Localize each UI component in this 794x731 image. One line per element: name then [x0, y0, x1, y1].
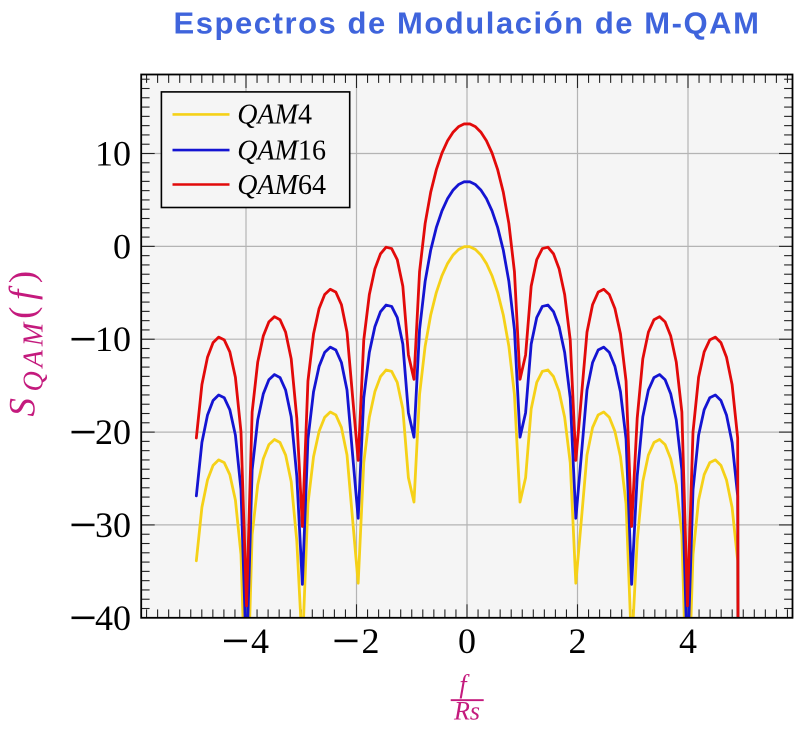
svg-text:f: f: [459, 670, 470, 699]
svg-text:2: 2: [569, 621, 587, 661]
svg-text:0: 0: [458, 621, 476, 661]
svg-text:2: 2: [362, 621, 380, 661]
svg-text:QAM4: QAM4: [237, 100, 312, 131]
svg-text:30: 30: [95, 505, 131, 545]
svg-text:Espectros de Modulación de M-Q: Espectros de Modulación de M-QAM: [174, 6, 761, 41]
svg-text:10: 10: [95, 134, 131, 174]
svg-text:0: 0: [113, 226, 131, 266]
svg-text:QAM16: QAM16: [237, 135, 326, 166]
svg-text:40: 40: [95, 598, 131, 638]
svg-text:10: 10: [95, 319, 131, 359]
svg-text:20: 20: [95, 412, 131, 452]
svg-text:QAM64: QAM64: [237, 170, 326, 201]
svg-text:4: 4: [251, 621, 269, 661]
svg-text:Rs: Rs: [453, 697, 480, 726]
svg-text:4: 4: [679, 621, 697, 661]
svg-text:SQAM(f): SQAM(f): [3, 264, 50, 416]
